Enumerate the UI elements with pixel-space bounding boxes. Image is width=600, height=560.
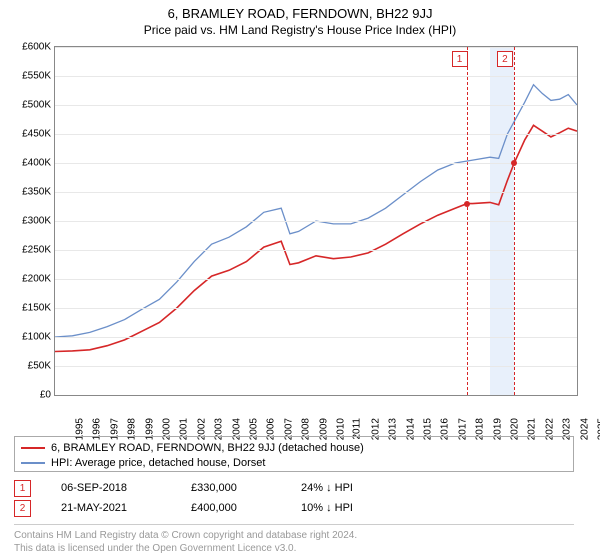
sale-price: £400,000 [191,502,301,514]
y-axis-label: £450K [3,129,51,140]
y-axis-label: £300K [3,216,51,227]
y-axis-label: £200K [3,274,51,285]
y-axis-label: £550K [3,71,51,82]
gridline [55,163,577,164]
y-axis-label: £400K [3,158,51,169]
gridline [55,134,577,135]
price-paid-line [55,125,577,351]
sales-row: 2 21-MAY-2021£400,00010% ↓ HPI [14,498,574,518]
hpi-line [55,85,577,337]
sale-marker-box: 2 [14,500,31,517]
sale-hpi: 10% ↓ HPI [301,502,441,514]
legend-swatch-2 [21,462,45,464]
gridline [55,250,577,251]
legend-label-2: HPI: Average price, detached house, Dors… [51,457,265,469]
chart-subtitle: Price paid vs. HM Land Registry's House … [0,21,600,41]
chart-title: 6, BRAMLEY ROAD, FERNDOWN, BH22 9JJ [0,0,600,21]
sales-row: 1 06-SEP-2018£330,00024% ↓ HPI [14,478,574,498]
gridline [55,279,577,280]
y-axis-label: £0 [3,390,51,401]
footer: Contains HM Land Registry data © Crown c… [14,524,574,555]
y-axis-label: £600K [3,42,51,53]
sale-price: £330,000 [191,482,301,494]
sale-vline [514,47,515,395]
x-axis-label: 2025 [596,418,600,440]
sales-table: 1 06-SEP-2018£330,00024% ↓ HPI 2 21-MAY-202… [14,478,574,518]
sale-marker: 1 [452,51,468,67]
gridline [55,366,577,367]
gridline [55,76,577,77]
sale-marker-box: 1 [14,480,31,497]
gridline [55,308,577,309]
gridline [55,105,577,106]
sale-marker: 2 [497,51,513,67]
gridline [55,221,577,222]
y-axis-label: £250K [3,245,51,256]
chart-area: £0£50K£100K£150K£200K£250K£300K£350K£400… [54,46,578,396]
y-axis-label: £150K [3,303,51,314]
sale-date: 21-MAY-2021 [61,502,191,514]
footer-line-1: Contains HM Land Registry data © Crown c… [14,529,574,542]
y-axis-label: £500K [3,100,51,111]
legend: 6, BRAMLEY ROAD, FERNDOWN, BH22 9JJ (det… [14,436,574,472]
gridline [55,337,577,338]
sale-date: 06-SEP-2018 [61,482,191,494]
y-axis-label: £350K [3,187,51,198]
y-axis-label: £50K [3,361,51,372]
legend-swatch-1 [21,447,45,449]
sale-dot [511,160,517,166]
legend-label-1: 6, BRAMLEY ROAD, FERNDOWN, BH22 9JJ (det… [51,442,364,454]
gridline [55,47,577,48]
y-axis-label: £100K [3,332,51,343]
x-axis-label: 2024 [579,418,590,440]
sale-hpi: 24% ↓ HPI [301,482,441,494]
sale-vline [467,47,468,395]
sale-dot [464,201,470,207]
gridline [55,192,577,193]
footer-line-2: This data is licensed under the Open Gov… [14,542,574,555]
